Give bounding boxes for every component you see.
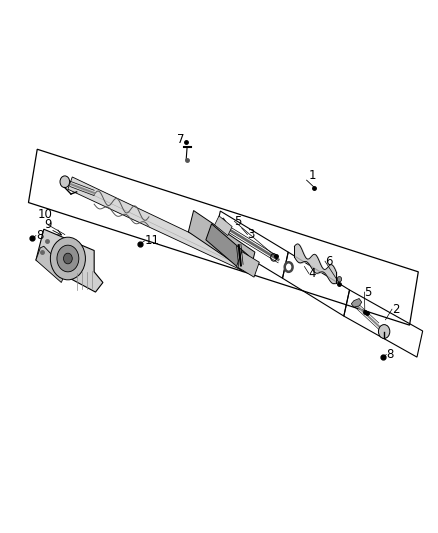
Text: 7: 7	[177, 133, 185, 146]
Circle shape	[50, 237, 85, 280]
Text: 2: 2	[392, 303, 399, 316]
Polygon shape	[36, 246, 67, 282]
Polygon shape	[68, 177, 252, 273]
Text: 1: 1	[309, 169, 316, 182]
Text: 8: 8	[386, 348, 394, 361]
Circle shape	[378, 325, 390, 338]
Text: 11: 11	[145, 235, 159, 247]
Text: 10: 10	[37, 208, 52, 221]
Polygon shape	[206, 224, 249, 272]
Circle shape	[57, 245, 79, 272]
Text: 8: 8	[36, 229, 43, 242]
Text: 3: 3	[247, 228, 255, 241]
Polygon shape	[351, 298, 362, 307]
Polygon shape	[237, 252, 259, 277]
Circle shape	[64, 253, 72, 264]
Polygon shape	[216, 218, 226, 227]
Text: 5: 5	[234, 215, 242, 228]
Circle shape	[60, 176, 70, 188]
Text: 5: 5	[364, 286, 372, 298]
Text: 4: 4	[309, 267, 316, 280]
Circle shape	[337, 277, 342, 282]
Text: 6: 6	[325, 255, 332, 268]
Polygon shape	[36, 229, 103, 292]
Polygon shape	[215, 216, 232, 236]
Polygon shape	[188, 211, 255, 273]
Text: 9: 9	[44, 219, 51, 231]
